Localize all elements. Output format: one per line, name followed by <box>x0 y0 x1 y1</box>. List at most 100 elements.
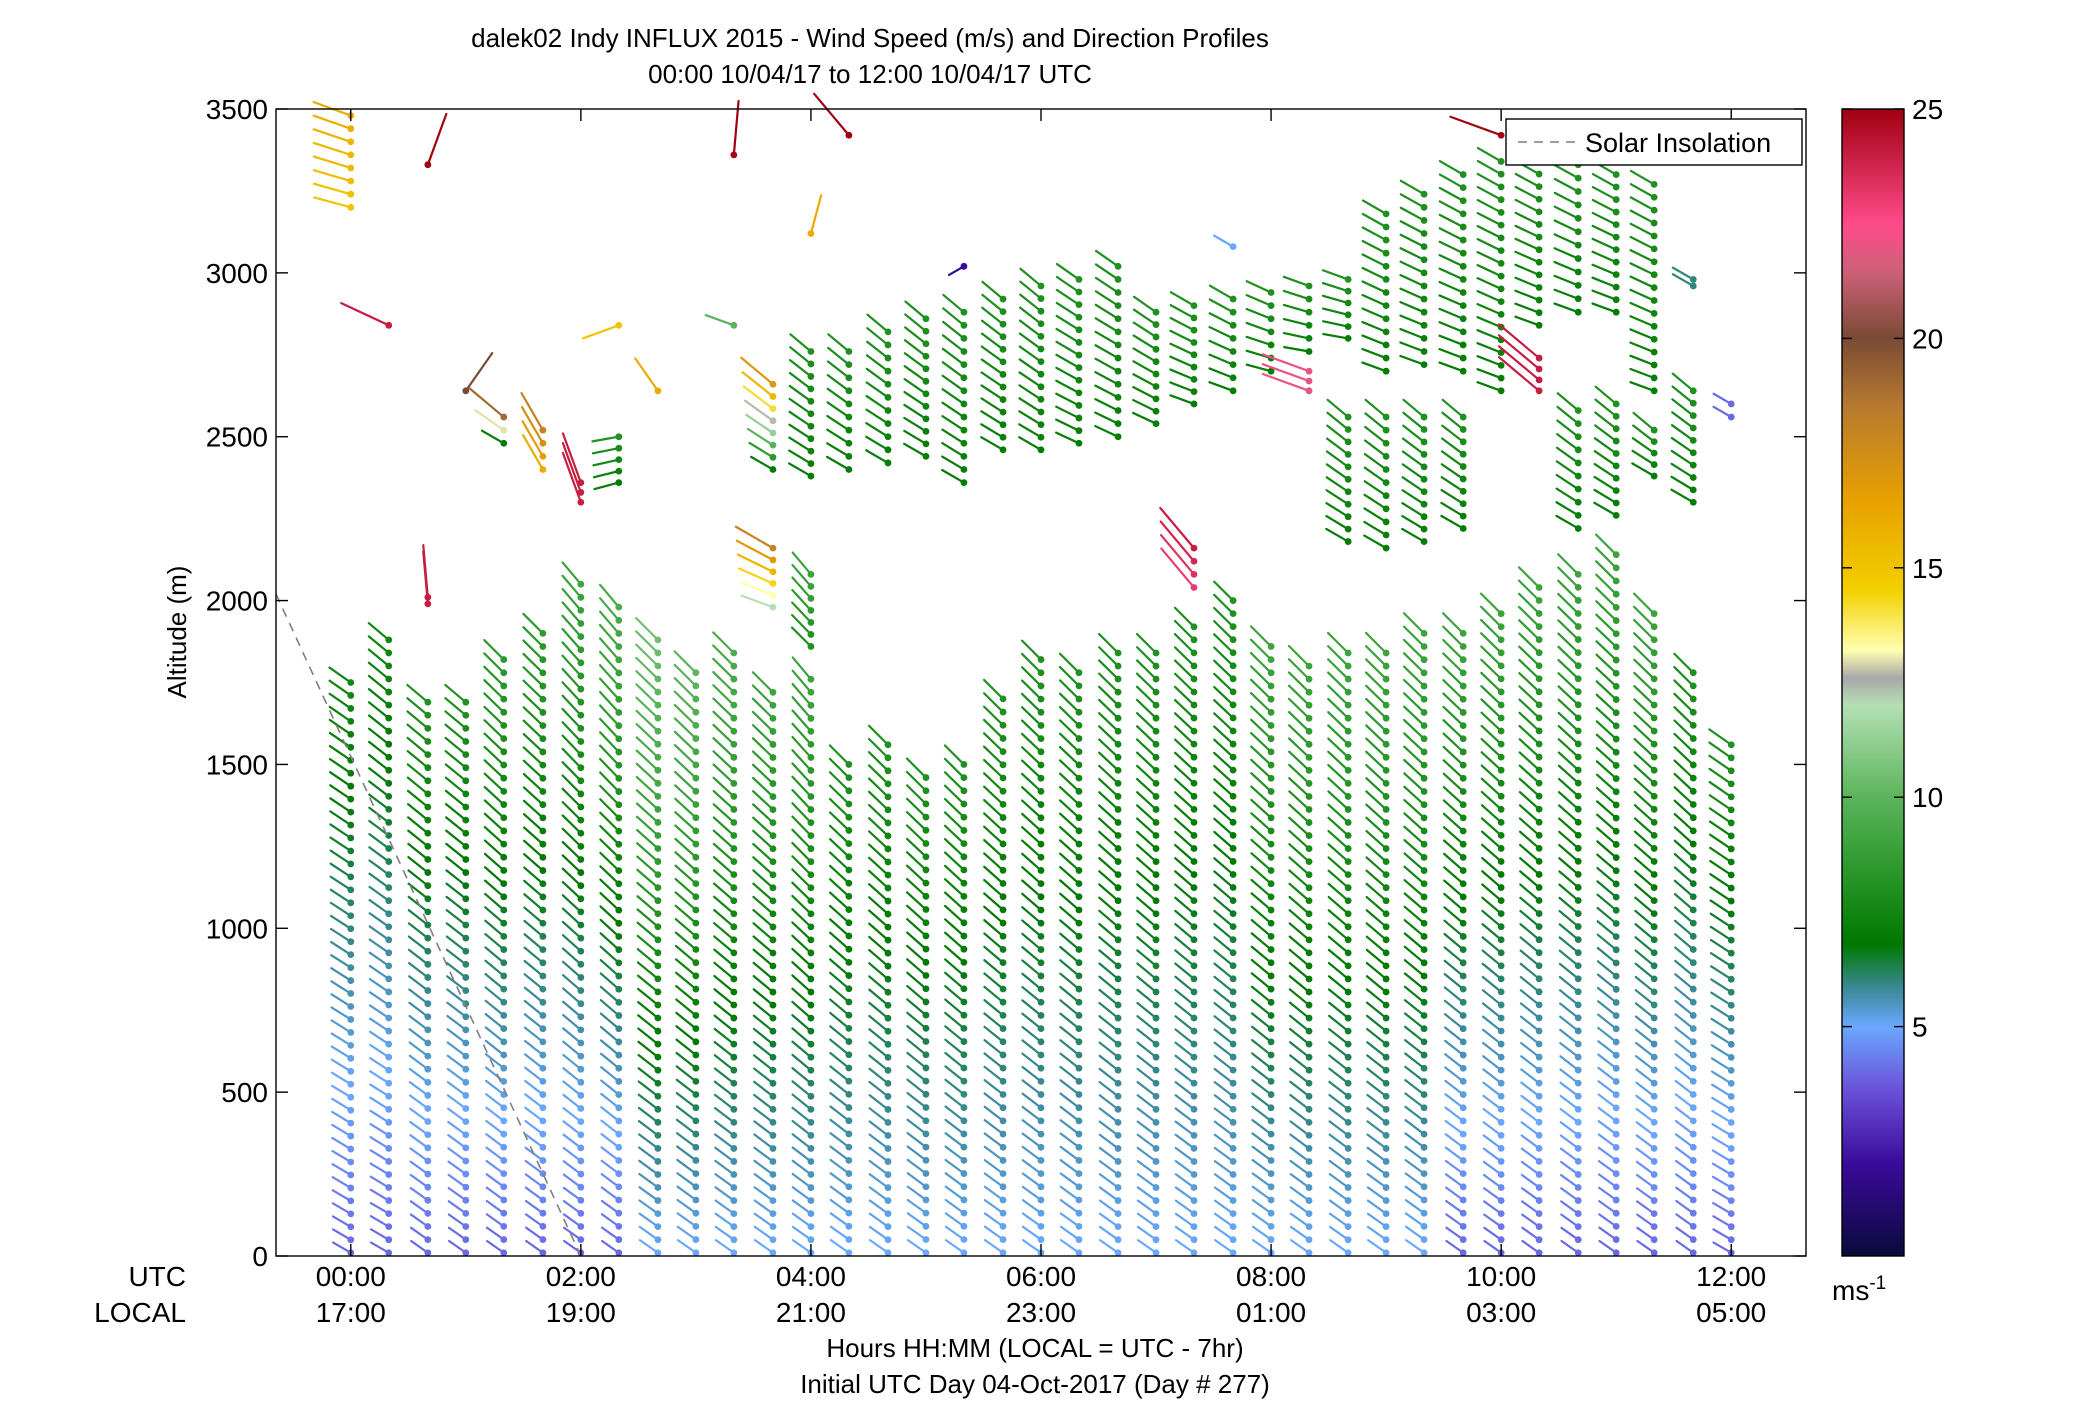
wind-barb-point <box>577 1118 585 1126</box>
wind-barb-shaft <box>1055 418 1081 432</box>
wind-barb-point <box>1420 682 1428 690</box>
wind-barb-point <box>1535 610 1543 617</box>
wind-barb-point <box>1344 1027 1352 1035</box>
wind-barb-point <box>1420 500 1428 508</box>
wind-barb-point <box>1612 946 1620 954</box>
wind-barb-shaft <box>1482 1134 1503 1150</box>
wind-barb-point <box>1037 1209 1045 1217</box>
wind-barb-point <box>807 1145 815 1152</box>
wind-barb-shaft <box>1404 1199 1426 1215</box>
wind-barb-shaft <box>485 1239 505 1254</box>
wind-barb-shaft <box>1059 812 1081 832</box>
wind-barb-shaft <box>331 1176 352 1190</box>
wind-barb-point <box>385 1001 393 1009</box>
wind-barb-shaft <box>1671 266 1695 281</box>
wind-barb-point <box>884 962 892 970</box>
wind-barb-shaft <box>828 838 850 858</box>
wind-barb-shaft <box>1325 514 1350 531</box>
wind-barb-point <box>1075 1249 1083 1257</box>
wind-barb-shaft <box>638 1159 660 1176</box>
wind-barb-shaft <box>1136 975 1158 994</box>
wind-barb-shaft <box>600 1132 620 1149</box>
wind-barb-point <box>1459 840 1467 848</box>
wind-barb-point <box>999 371 1007 378</box>
wind-barb-point <box>1689 1157 1697 1164</box>
wind-barb-shaft <box>1555 487 1580 504</box>
wind-barb-shaft <box>1251 1079 1273 1096</box>
wind-barb-shaft <box>1021 839 1043 859</box>
wind-barb-shaft <box>1674 1066 1695 1083</box>
wind-barb-point <box>462 934 470 942</box>
wind-barb-shaft <box>445 961 467 979</box>
wind-barb-point <box>1612 1078 1620 1085</box>
wind-barb-point <box>999 985 1007 993</box>
wind-barb-point <box>1190 740 1198 748</box>
wind-barb-point <box>1420 513 1428 521</box>
wind-barb-shaft <box>788 436 813 453</box>
wind-barb-shaft <box>943 838 966 858</box>
wind-barb-point <box>692 801 700 808</box>
wind-barb-shaft <box>1136 1212 1158 1228</box>
wind-barb-point <box>1037 1051 1045 1059</box>
wind-barb-shaft <box>599 865 620 885</box>
wind-barb-shaft <box>1675 1186 1695 1202</box>
wind-barb-shaft <box>484 879 505 898</box>
wind-barb-point <box>1689 774 1697 782</box>
wind-barb-shaft <box>983 1225 1005 1241</box>
wind-barb-shaft <box>788 410 813 428</box>
wind-barb-shaft <box>1596 853 1618 872</box>
wind-barb-point <box>654 949 662 957</box>
wind-barb-shaft <box>367 701 390 720</box>
wind-barb-shaft <box>1098 1120 1120 1137</box>
wind-barb-shaft <box>906 1198 928 1215</box>
wind-barb-shaft <box>905 824 928 845</box>
wind-barb-shaft <box>1288 777 1311 798</box>
wind-barb-point <box>1497 247 1505 255</box>
wind-barb-shaft <box>1594 411 1618 430</box>
wind-barb-shaft <box>1213 962 1235 980</box>
wind-barb-shaft <box>1251 1172 1273 1188</box>
wind-barb-shaft <box>1249 678 1273 701</box>
wind-barb-shaft <box>906 931 928 951</box>
wind-barb-shaft <box>751 710 775 733</box>
wind-barb-shaft <box>1212 234 1235 248</box>
wind-barb-shaft <box>941 388 966 406</box>
wind-barb-point <box>845 800 853 808</box>
wind-barb-shaft <box>941 401 966 419</box>
wind-barb-shaft <box>941 455 966 471</box>
wind-barb-shaft <box>1449 115 1503 137</box>
wind-barb-shaft <box>1098 791 1120 811</box>
wind-barb-shaft <box>676 1145 697 1162</box>
wind-barb-point <box>654 962 662 970</box>
wind-barb-point <box>769 897 777 905</box>
wind-barb-point <box>1267 774 1275 782</box>
wind-barb-point <box>1650 284 1658 292</box>
wind-barb-shaft <box>1403 1012 1426 1030</box>
wind-barb-shaft <box>865 381 890 399</box>
wind-barb-point <box>692 840 700 848</box>
wind-barb-point <box>1612 577 1620 585</box>
wind-barb-shaft <box>942 293 966 314</box>
wind-barb-point <box>1727 1106 1735 1113</box>
wind-barb-point <box>1650 1249 1658 1257</box>
wind-barb-shaft <box>1136 843 1158 863</box>
wind-barb-shaft <box>1443 959 1465 978</box>
wind-barb-shaft <box>1482 1107 1503 1124</box>
wind-barb-point <box>1267 1170 1275 1178</box>
wind-barb-shaft <box>905 877 928 898</box>
wind-barb-point <box>1229 636 1237 644</box>
wind-barb-point <box>1650 936 1658 944</box>
wind-barb-point <box>1650 449 1658 457</box>
wind-barb-shaft <box>1021 866 1043 885</box>
wind-barb-shaft <box>868 1054 890 1072</box>
wind-barb-point <box>1497 285 1505 293</box>
wind-barb-point <box>539 1038 547 1046</box>
wind-barb-point <box>1190 910 1198 918</box>
wind-barb-point <box>385 897 393 905</box>
wind-barb-point <box>1344 311 1352 319</box>
wind-barb-point <box>1229 701 1237 709</box>
wind-barb-point <box>385 923 393 931</box>
wind-barb-shaft <box>483 638 505 661</box>
wind-barb-shaft <box>1287 684 1311 707</box>
wind-barb-point <box>1344 819 1352 826</box>
